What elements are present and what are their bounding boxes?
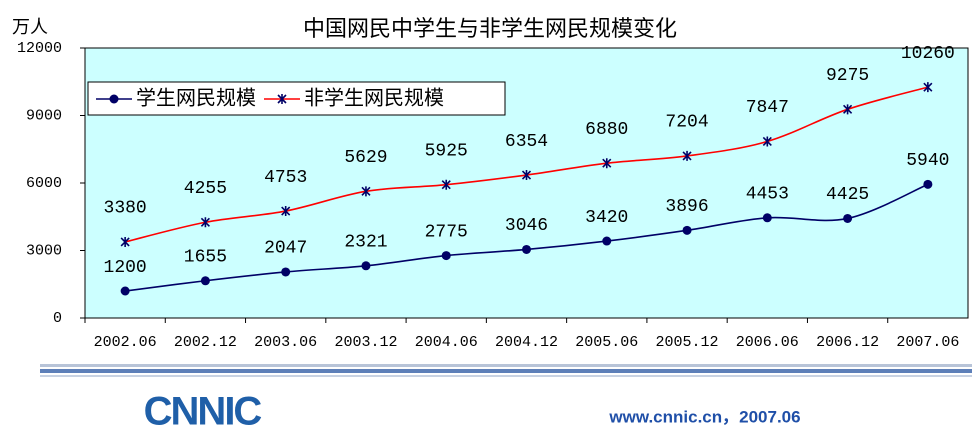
chart-title: 中国网民中学生与非学生网民规模变化: [303, 17, 677, 42]
footer-rule: [40, 364, 972, 377]
data-label: 2321: [344, 233, 387, 253]
data-label: 2047: [264, 239, 307, 259]
point: [120, 236, 130, 247]
data-label: 5629: [344, 148, 387, 168]
data-label: 6880: [585, 120, 628, 140]
point: [762, 213, 772, 223]
x-tick-label: 2003.06: [254, 334, 317, 351]
x-tick-label: 2006.06: [736, 334, 799, 351]
data-label: 5925: [425, 141, 468, 161]
legend-label: 非学生网民规模: [304, 86, 444, 110]
data-label: 4425: [826, 185, 869, 205]
legend-label: 学生网民规模: [136, 86, 256, 110]
data-label: 6354: [505, 132, 548, 152]
x-tick-label: 2006.12: [816, 334, 879, 351]
point: [281, 206, 291, 217]
point: [762, 136, 772, 147]
point: [441, 251, 451, 261]
point: [522, 244, 531, 254]
point: [120, 286, 130, 296]
y-axis-label: 万人: [12, 17, 48, 38]
data-label: 3896: [665, 197, 708, 217]
data-label: 3046: [505, 216, 548, 236]
x-tick-label: 2003.12: [334, 334, 397, 351]
x-tick-label: 2004.12: [495, 334, 558, 351]
legend: 学生网民规模 非学生网民规模: [87, 81, 506, 116]
y-tick-label: 9000: [26, 107, 62, 124]
point: [441, 179, 451, 190]
y-tick-label: 0: [53, 310, 62, 327]
point: [602, 236, 612, 246]
point: [843, 213, 853, 223]
point: [361, 186, 371, 197]
data-label: 4753: [264, 168, 307, 188]
data-label: 10260: [901, 44, 955, 64]
x-tick-label: 2004.06: [415, 334, 478, 351]
point: [682, 150, 692, 161]
point: [521, 170, 532, 181]
point: [923, 82, 933, 93]
y-tick-label: 6000: [26, 175, 62, 192]
data-label: 5940: [906, 151, 949, 171]
data-label: 1200: [104, 258, 147, 278]
data-label: 9275: [826, 66, 869, 86]
point: [281, 267, 291, 277]
data-label: 4453: [746, 185, 789, 205]
data-label: 4255: [184, 179, 227, 199]
point: [923, 179, 933, 189]
x-tick-label: 2002.06: [94, 334, 157, 351]
footer-text: www.cnnic.cn，2007.06: [608, 407, 800, 426]
point: [843, 104, 853, 115]
y-tick-label: 12000: [17, 40, 62, 57]
x-tick-label: 2005.12: [656, 334, 719, 351]
legend-marker: [109, 94, 119, 104]
data-label: 3380: [104, 199, 147, 219]
point: [602, 158, 612, 169]
x-tick-label: 2007.06: [896, 334, 959, 351]
point: [361, 261, 371, 271]
x-tick-label: 2005.06: [575, 334, 638, 351]
point: [200, 217, 210, 228]
data-label: 7204: [665, 113, 708, 133]
point: [200, 276, 210, 286]
logo: CNNIC: [144, 390, 262, 434]
legend-marker: [277, 94, 287, 104]
data-label: 3420: [585, 208, 628, 228]
data-label: 2775: [425, 222, 468, 242]
y-tick-label: 3000: [26, 242, 62, 259]
series-line: [125, 183, 929, 292]
data-label: 1655: [184, 248, 227, 268]
x-tick-label: 2002.12: [174, 334, 237, 351]
point: [682, 225, 692, 235]
data-label: 7847: [746, 98, 789, 118]
